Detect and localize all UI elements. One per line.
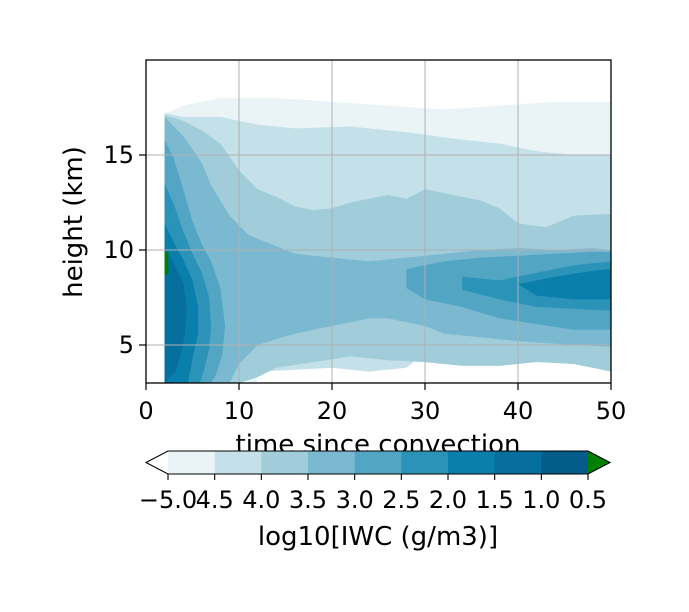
colorbar-over-arrow <box>588 451 610 474</box>
x-tick-label: 0 <box>138 397 153 425</box>
y-tick-label: 10 <box>103 236 134 264</box>
colorbar-segment <box>354 451 402 474</box>
colorbar-segment <box>261 451 309 474</box>
colorbar-tick-label: −5.0 <box>139 486 197 514</box>
colorbar-under-arrow <box>146 451 168 474</box>
colorbar-segment <box>401 451 449 474</box>
colorbar-tick-label: 1.5 <box>476 486 514 514</box>
colorbar-segment <box>448 451 496 474</box>
colorbar-segment <box>541 451 589 474</box>
colorbar-tick-label: 2.5 <box>382 486 420 514</box>
y-axis-ticks: 5 10 15 <box>103 141 146 359</box>
x-tick-label: 30 <box>410 397 441 425</box>
contour-region-9 <box>518 269 611 300</box>
colorbar-tick-label: 4.0 <box>242 486 280 514</box>
colorbar-tick-label: 0.5 <box>569 486 607 514</box>
colorbar-tick-label: 2.0 <box>429 486 467 514</box>
colorbar-tick-label: 4.5 <box>196 486 234 514</box>
plot-area: 0 10 20 30 40 50 5 10 15 <box>103 59 626 425</box>
colorbar-tick-label: 3.5 <box>289 486 327 514</box>
colorbar-ticks: −5.04.5 4.0 3.5 3.0 2.5 2.0 1.5 1.0 0.5 <box>139 474 607 514</box>
contour-fills <box>164 98 611 383</box>
colorbar-segment <box>308 451 356 474</box>
colorbar-segment <box>214 451 262 474</box>
x-tick-label: 20 <box>317 397 348 425</box>
x-tick-label: 50 <box>596 397 627 425</box>
contour-region-10 <box>164 246 187 383</box>
colorbar-segment <box>494 451 542 474</box>
y-tick-label: 15 <box>103 141 134 169</box>
colorbar-segment <box>168 451 216 474</box>
colorbar-tick-label: 3.0 <box>336 486 374 514</box>
colorbar-tick-label: 1.0 <box>522 486 560 514</box>
y-axis-label: height (km) <box>59 146 89 298</box>
y-tick-label: 5 <box>119 331 134 359</box>
x-axis-ticks: 0 10 20 30 40 50 <box>138 383 626 425</box>
x-tick-label: 40 <box>503 397 534 425</box>
x-tick-label: 10 <box>224 397 255 425</box>
contour-over-region <box>164 251 169 275</box>
colorbar-label: log10[IWC (g/m3)] <box>258 522 498 552</box>
colorbar <box>144 450 612 475</box>
plot-frame <box>145 59 612 384</box>
